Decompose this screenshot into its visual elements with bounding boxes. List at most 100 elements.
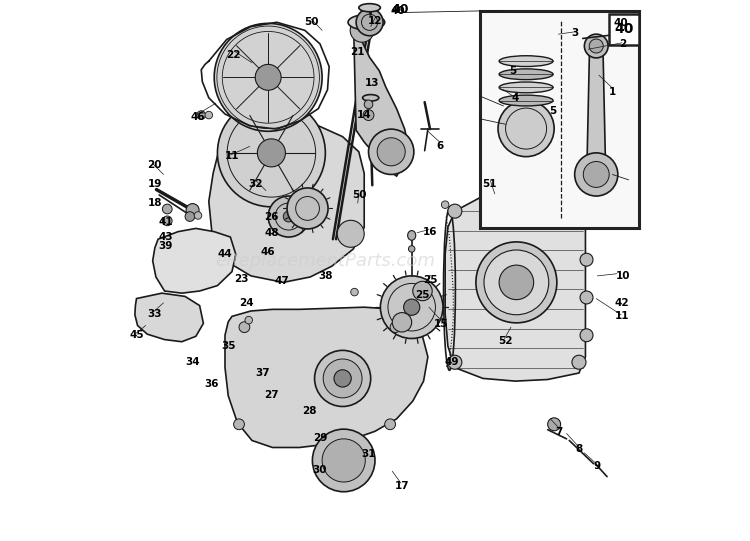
Text: 28: 28 xyxy=(302,406,316,416)
Circle shape xyxy=(356,9,383,36)
Circle shape xyxy=(233,419,244,430)
Ellipse shape xyxy=(499,82,553,93)
Text: 9: 9 xyxy=(594,461,601,471)
Circle shape xyxy=(404,299,420,315)
Circle shape xyxy=(194,212,202,219)
Circle shape xyxy=(214,23,322,131)
Text: 26: 26 xyxy=(264,212,279,221)
Text: 24: 24 xyxy=(239,298,254,308)
Ellipse shape xyxy=(408,230,416,240)
Text: 31: 31 xyxy=(362,449,376,459)
Polygon shape xyxy=(209,117,364,282)
Circle shape xyxy=(338,220,364,247)
Text: 32: 32 xyxy=(248,179,262,189)
Circle shape xyxy=(377,138,405,166)
Text: 21: 21 xyxy=(350,47,365,57)
Bar xyxy=(480,11,640,228)
Text: 49: 49 xyxy=(444,357,459,367)
Text: 33: 33 xyxy=(148,309,162,319)
Ellipse shape xyxy=(358,4,380,12)
Circle shape xyxy=(499,265,534,300)
Text: 40: 40 xyxy=(391,3,409,16)
Circle shape xyxy=(351,288,358,296)
Text: 20: 20 xyxy=(148,160,162,170)
Text: 5: 5 xyxy=(550,107,556,116)
Ellipse shape xyxy=(362,95,379,101)
Circle shape xyxy=(548,418,561,431)
Text: 46: 46 xyxy=(190,111,206,122)
Text: 7: 7 xyxy=(555,427,562,437)
Circle shape xyxy=(580,253,593,266)
Circle shape xyxy=(580,329,593,342)
Circle shape xyxy=(186,203,199,216)
Text: 14: 14 xyxy=(357,110,371,120)
Circle shape xyxy=(284,211,294,222)
Text: 34: 34 xyxy=(185,357,200,367)
Circle shape xyxy=(255,64,281,90)
Text: 3: 3 xyxy=(571,28,578,38)
Circle shape xyxy=(257,139,286,167)
Text: 11: 11 xyxy=(615,312,629,321)
Text: 12: 12 xyxy=(368,16,382,26)
Circle shape xyxy=(441,201,449,208)
Circle shape xyxy=(205,111,212,119)
Text: 48: 48 xyxy=(264,228,279,237)
Polygon shape xyxy=(135,293,203,342)
Circle shape xyxy=(163,204,172,214)
Polygon shape xyxy=(153,228,236,293)
Circle shape xyxy=(476,242,556,323)
Text: 40: 40 xyxy=(390,6,405,16)
Text: 25: 25 xyxy=(416,290,430,300)
Circle shape xyxy=(217,99,326,207)
Text: 23: 23 xyxy=(234,274,248,283)
Text: 16: 16 xyxy=(423,227,437,236)
Circle shape xyxy=(390,322,401,333)
Text: 40: 40 xyxy=(614,22,634,36)
Circle shape xyxy=(322,439,365,482)
Text: 29: 29 xyxy=(313,433,327,443)
Text: 11: 11 xyxy=(225,151,239,161)
Circle shape xyxy=(572,355,586,370)
Text: 51: 51 xyxy=(482,179,496,189)
Text: 36: 36 xyxy=(205,379,219,389)
Circle shape xyxy=(392,313,412,332)
Circle shape xyxy=(239,322,250,333)
Text: 35: 35 xyxy=(221,341,236,351)
Text: 17: 17 xyxy=(394,481,410,491)
Circle shape xyxy=(380,276,443,339)
Circle shape xyxy=(385,419,395,430)
Text: 10: 10 xyxy=(616,271,631,281)
Circle shape xyxy=(245,316,253,324)
Text: 25: 25 xyxy=(423,275,437,285)
Text: 52: 52 xyxy=(498,335,513,346)
Text: 5: 5 xyxy=(509,66,516,76)
Circle shape xyxy=(323,359,362,398)
Text: 44: 44 xyxy=(217,249,232,259)
Circle shape xyxy=(574,153,618,196)
Text: 38: 38 xyxy=(318,271,332,281)
Text: 1: 1 xyxy=(609,88,616,97)
Circle shape xyxy=(572,204,586,218)
Polygon shape xyxy=(586,37,606,185)
Circle shape xyxy=(197,111,206,120)
Polygon shape xyxy=(225,307,428,447)
Circle shape xyxy=(363,110,374,121)
Circle shape xyxy=(584,34,608,58)
Text: 43: 43 xyxy=(158,232,173,242)
Circle shape xyxy=(584,162,609,187)
Text: 27: 27 xyxy=(264,390,279,400)
Text: 50: 50 xyxy=(304,17,319,27)
Circle shape xyxy=(368,129,414,174)
Circle shape xyxy=(268,196,309,237)
Circle shape xyxy=(185,212,195,221)
Text: 15: 15 xyxy=(433,320,448,329)
Circle shape xyxy=(313,429,375,492)
Text: 30: 30 xyxy=(313,465,327,475)
Text: 6: 6 xyxy=(436,141,443,151)
Text: 4: 4 xyxy=(512,93,519,103)
Ellipse shape xyxy=(409,246,415,252)
Ellipse shape xyxy=(499,95,553,106)
Text: 45: 45 xyxy=(129,330,144,340)
Circle shape xyxy=(448,204,462,218)
Text: 41: 41 xyxy=(158,217,173,227)
